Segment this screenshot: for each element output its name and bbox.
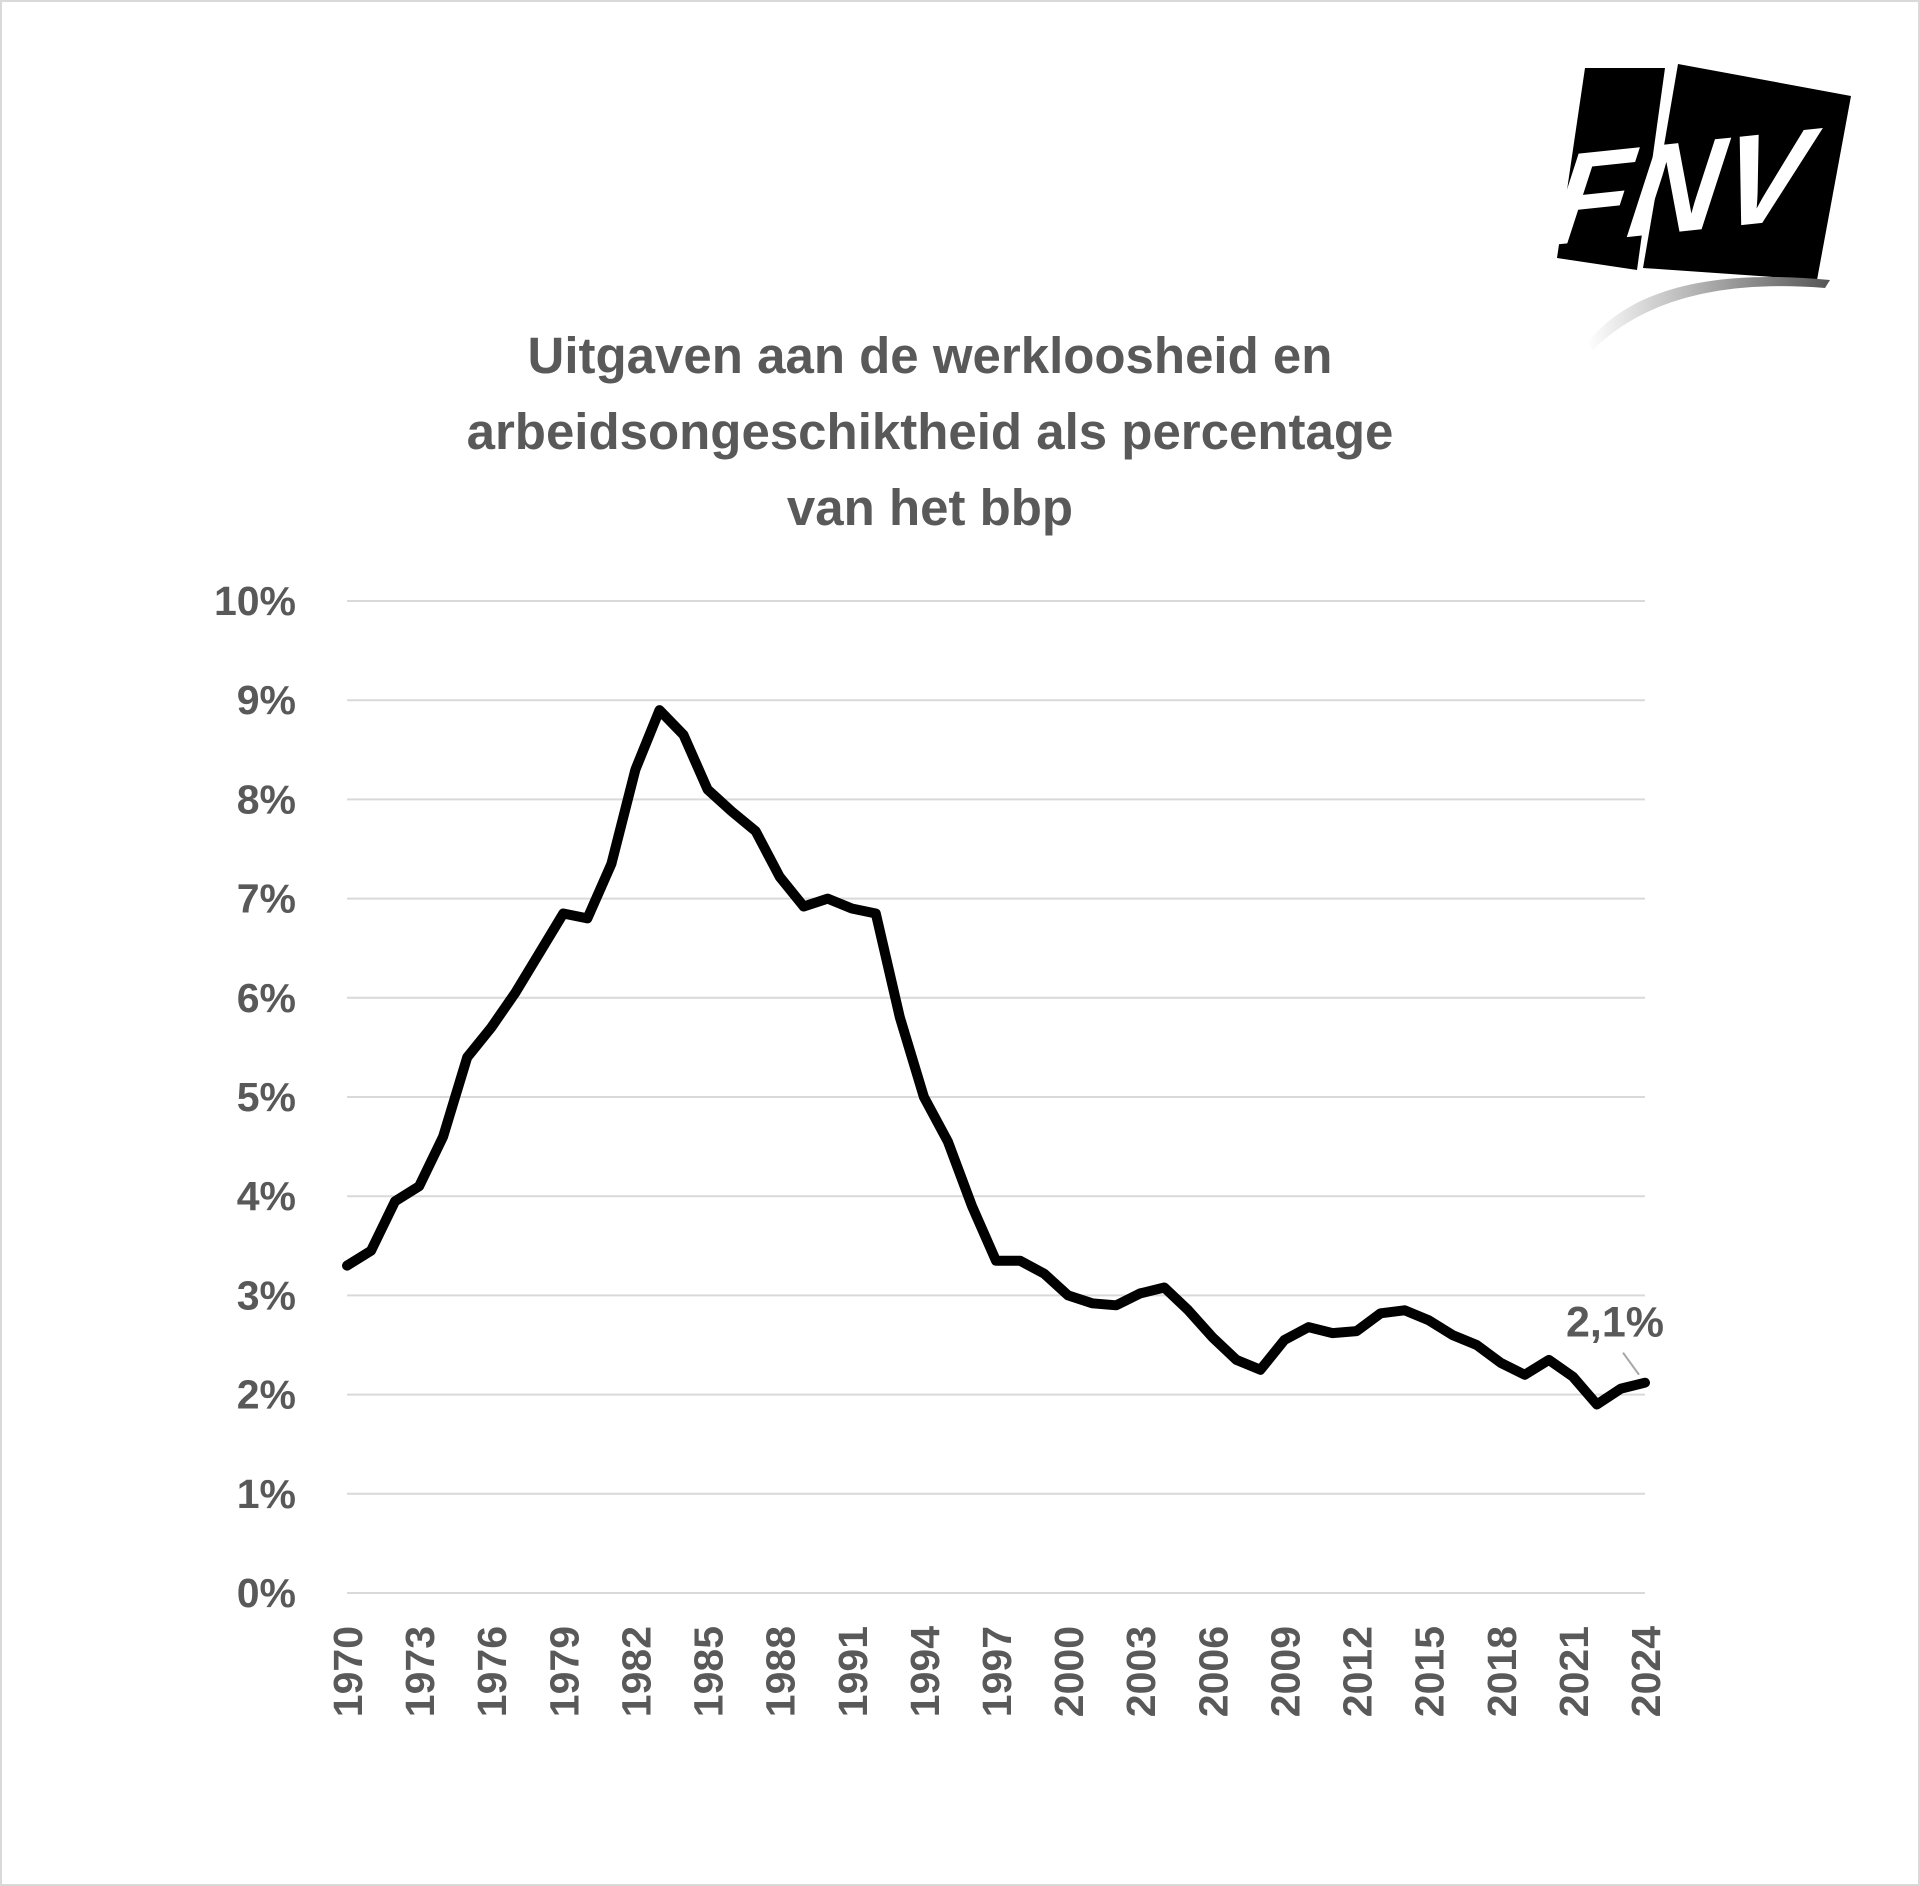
y-axis-ticks: 0% 1% 2% 3% 4% 5% 6% 7% 8% 9% 10% [214, 578, 296, 1616]
x-tick-label: 2021 [1551, 1626, 1597, 1717]
x-tick-label: 2000 [1046, 1626, 1092, 1717]
y-tick-label: 9% [237, 677, 296, 723]
chart-title-line-2: arbeidsongeschiktheid als percentage [466, 403, 1394, 460]
logo-text: FNV [1545, 99, 1827, 273]
y-tick-label: 10% [214, 578, 296, 624]
x-tick-label: 1979 [541, 1626, 587, 1717]
x-axis-ticks: 1970 1973 1976 1979 1982 1985 1988 1991 1994 1997… [325, 1626, 1669, 1717]
chart-title-line-1: Uitgaven aan de werkloosheid en [527, 327, 1333, 384]
annotation-leader [1622, 1352, 1640, 1376]
y-tick-label: 7% [237, 876, 296, 922]
x-tick-label: 1994 [902, 1626, 948, 1717]
x-tick-label: 1997 [974, 1626, 1020, 1717]
x-tick-label: 1970 [325, 1626, 371, 1717]
x-tick-label: 2009 [1262, 1626, 1308, 1717]
x-tick-label: 2018 [1479, 1626, 1525, 1717]
x-tick-label: 2015 [1407, 1626, 1453, 1717]
gridlines [347, 600, 1645, 1594]
y-tick-label: 2% [237, 1372, 296, 1418]
x-tick-label: 2006 [1190, 1626, 1236, 1717]
chart-title-line-3: van het bbp [786, 479, 1074, 536]
x-tick-label: 2003 [1118, 1626, 1164, 1717]
y-tick-label: 8% [237, 776, 296, 822]
x-tick-label: 1988 [758, 1626, 804, 1717]
chart-title: Uitgaven aan de werkloosheid en arbeidso… [330, 318, 1530, 546]
y-tick-label: 4% [237, 1173, 296, 1219]
x-tick-label: 1973 [397, 1626, 443, 1717]
x-tick-label: 1991 [830, 1626, 876, 1717]
x-tick-label: 2012 [1335, 1626, 1381, 1717]
series-line [342, 705, 1650, 1410]
y-tick-label: 0% [237, 1570, 296, 1616]
x-tick-label: 2024 [1623, 1626, 1669, 1717]
y-tick-label: 3% [237, 1272, 296, 1318]
y-tick-label: 5% [237, 1074, 296, 1120]
x-tick-label: 1985 [686, 1626, 732, 1717]
x-tick-label: 1976 [469, 1626, 515, 1717]
annotation-label: 2,1% [1566, 1299, 1664, 1347]
fnv-logo: FNV [1545, 64, 1851, 350]
x-tick-label: 1982 [613, 1626, 659, 1717]
y-tick-label: 6% [237, 975, 296, 1021]
y-tick-label: 1% [237, 1471, 296, 1517]
